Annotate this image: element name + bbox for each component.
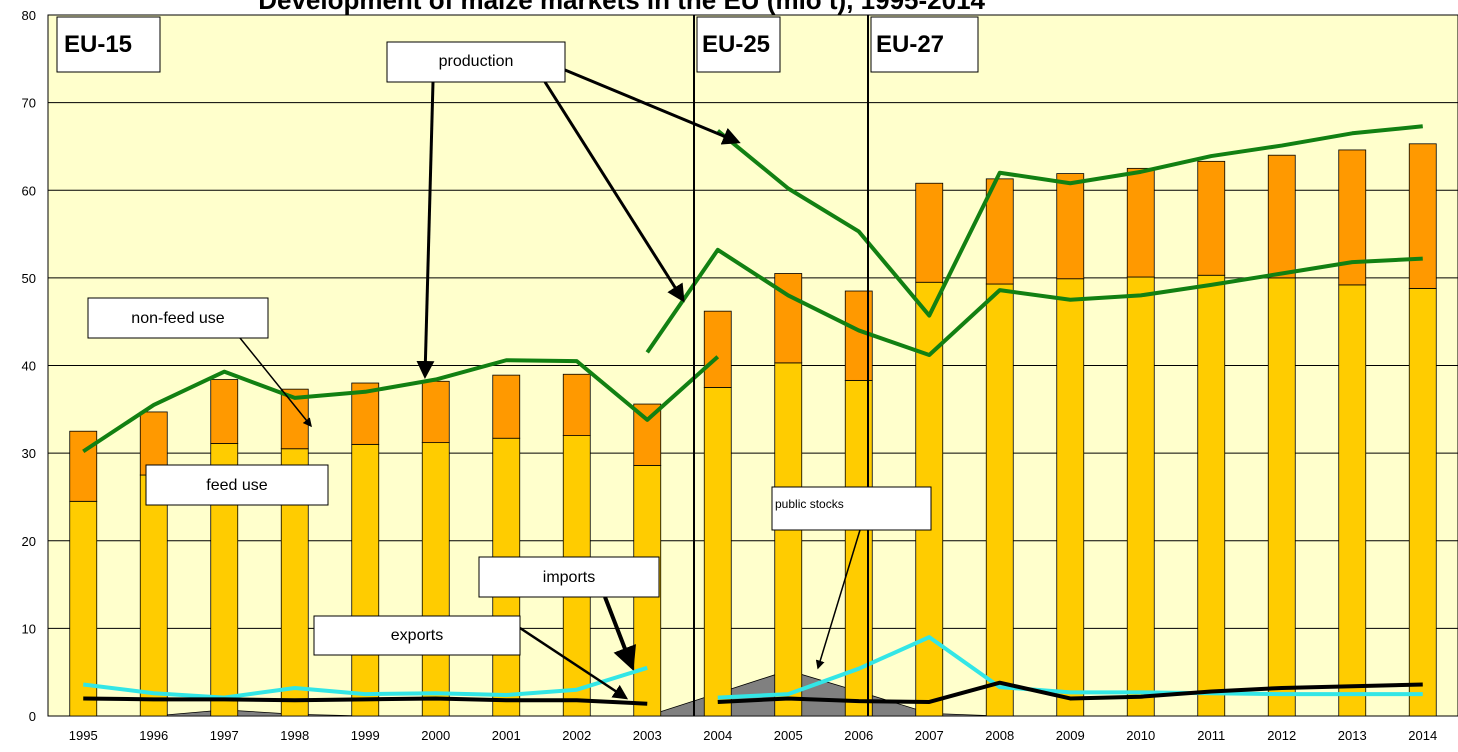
bar [703,310,732,388]
x-tick-label: 1995 [69,728,98,743]
region-label: EU-25 [702,31,770,58]
bar [421,442,450,717]
region-box [56,16,161,73]
x-tick-label: 1996 [139,728,168,743]
bar [69,430,98,502]
y-tick-label: 10 [22,621,36,636]
region-box [696,16,781,73]
chart-title: Development of maize markets in the EU (… [258,0,985,15]
bar [1126,167,1155,278]
y-tick-label: 40 [22,359,36,374]
annotation: production [439,53,514,70]
x-tick-label: 2002 [562,728,591,743]
bar [1408,287,1437,717]
annotation-box [145,464,329,506]
x-tick-label: 1999 [351,728,380,743]
region-label: EU-27 [876,31,944,58]
x-tick-label: 2007 [915,728,944,743]
x-tick-label: 2004 [703,728,732,743]
arrow [239,337,312,428]
x-tick-label: 2014 [1408,728,1437,743]
arrow [416,81,435,379]
x-tick-label: 2011 [1197,728,1225,743]
annotations: EU-15 EU-25 EU-27 production non-feed us… [56,15,979,716]
annotation: imports [543,569,595,586]
arrow [815,529,861,670]
arrow [543,81,685,303]
bar [774,362,803,717]
line [83,696,648,706]
arrow [603,596,636,671]
annotation: public stocks [775,497,844,511]
bar [1056,278,1085,717]
x-tick-label: 2003 [633,728,662,743]
region-box [870,16,979,73]
annotation: exports [391,627,443,644]
annotation-box [87,297,269,339]
bar [492,374,521,439]
bar [139,474,168,717]
bar [351,443,380,717]
annotation-box [386,41,566,83]
bar [1197,274,1226,717]
x-tick-label: 1997 [210,728,239,743]
x-tick-label: 2006 [844,728,873,743]
x-tick-label: 2005 [774,728,803,743]
bar [421,380,450,444]
x-tick-label: 2010 [1126,728,1155,743]
y-tick-label: 20 [22,534,36,549]
y-tick-label: 0 [29,709,36,724]
annotation: non-feed use [131,310,225,327]
line [717,635,1423,700]
bar [703,387,732,717]
x-tick-label: 2008 [985,728,1014,743]
annotation-box [478,556,660,598]
x-tick-label: 2001 [492,728,521,743]
bar [1267,154,1296,279]
y-tick-label: 60 [22,183,36,198]
line [83,665,648,700]
y-tick-label: 50 [22,271,36,286]
bar [1408,143,1437,289]
x-tick-label: 2000 [421,728,450,743]
line [717,680,1423,704]
arrow [564,68,741,145]
bar [1267,277,1296,717]
x-tick-label: 1998 [280,728,309,743]
y-tick-label: 80 [22,8,36,23]
annotation: feed use [206,477,267,494]
bar [1197,160,1226,276]
bar [1056,173,1085,280]
arrow [519,626,629,700]
bar [562,373,591,437]
x-tick-label: 2009 [1056,728,1085,743]
bar [1338,284,1367,717]
annotation-box [771,486,932,531]
bar [985,283,1014,717]
region-label: EU-15 [64,31,132,58]
line [645,247,1423,357]
x-tick-label: 2013 [1338,728,1367,743]
bar [774,273,803,364]
y-tick-label: 70 [22,96,36,111]
line [82,355,720,454]
line [716,124,1423,318]
annotation-box [313,615,521,656]
bar [1126,276,1155,717]
bar [915,182,944,283]
bar [210,379,239,444]
bar [985,178,1014,285]
x-tick-label: 2012 [1267,728,1296,743]
bar [69,500,98,717]
y-tick-label: 30 [22,446,36,461]
